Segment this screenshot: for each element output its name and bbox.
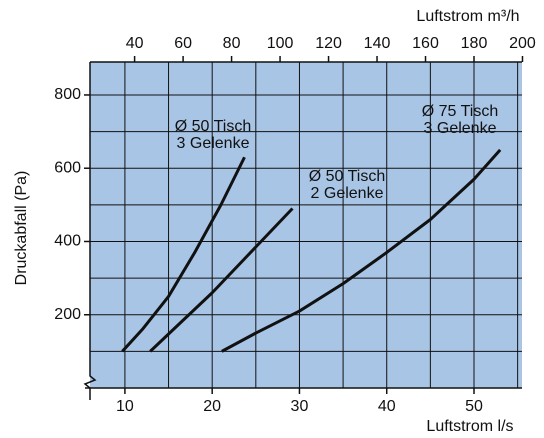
- x2-tick-label: 100: [267, 35, 294, 52]
- x2-tick-label: 180: [461, 35, 488, 52]
- curve-label: 3 Gelenke: [177, 135, 250, 152]
- y-tick-label: 400: [54, 233, 81, 250]
- curve-label: Ø 50 Tisch: [309, 168, 385, 185]
- curve-label: 2 Gelenke: [311, 185, 384, 202]
- curve: [221, 148, 502, 353]
- curve-label: 3 Gelenke: [424, 120, 497, 137]
- y-tick-label: 200: [54, 306, 81, 323]
- curve: [121, 156, 246, 353]
- x-tick-label: 40: [378, 398, 396, 415]
- x2-tick-label: 160: [412, 35, 439, 52]
- x-tick-label: 10: [116, 398, 134, 415]
- x2-tick-label: 80: [223, 35, 241, 52]
- x-tick-label: 50: [465, 398, 483, 415]
- curve: [149, 207, 294, 353]
- x2-tick-label: 40: [126, 35, 144, 52]
- x-axis-title: Luftstrom l/s: [426, 418, 513, 435]
- x2-tick-label: 200: [509, 35, 536, 52]
- y-axis-title: Druckabfall (Pa): [13, 171, 30, 286]
- curve-label: Ø 75 Tisch: [422, 103, 498, 120]
- y-axis: [83, 62, 97, 400]
- x-tick-label: 20: [203, 398, 221, 415]
- x2-tick-label: 140: [364, 35, 391, 52]
- plot-area: [90, 62, 522, 388]
- y-tick-label: 800: [54, 86, 81, 103]
- x-tick-label: 30: [291, 398, 309, 415]
- x2-tick-label: 120: [315, 35, 342, 52]
- x2-tick-label: 60: [174, 35, 192, 52]
- x2-axis-title: Luftstrom m³/h: [416, 8, 519, 25]
- curve-label: Ø 50 Tisch: [175, 118, 251, 135]
- y-tick-label: 600: [54, 159, 81, 176]
